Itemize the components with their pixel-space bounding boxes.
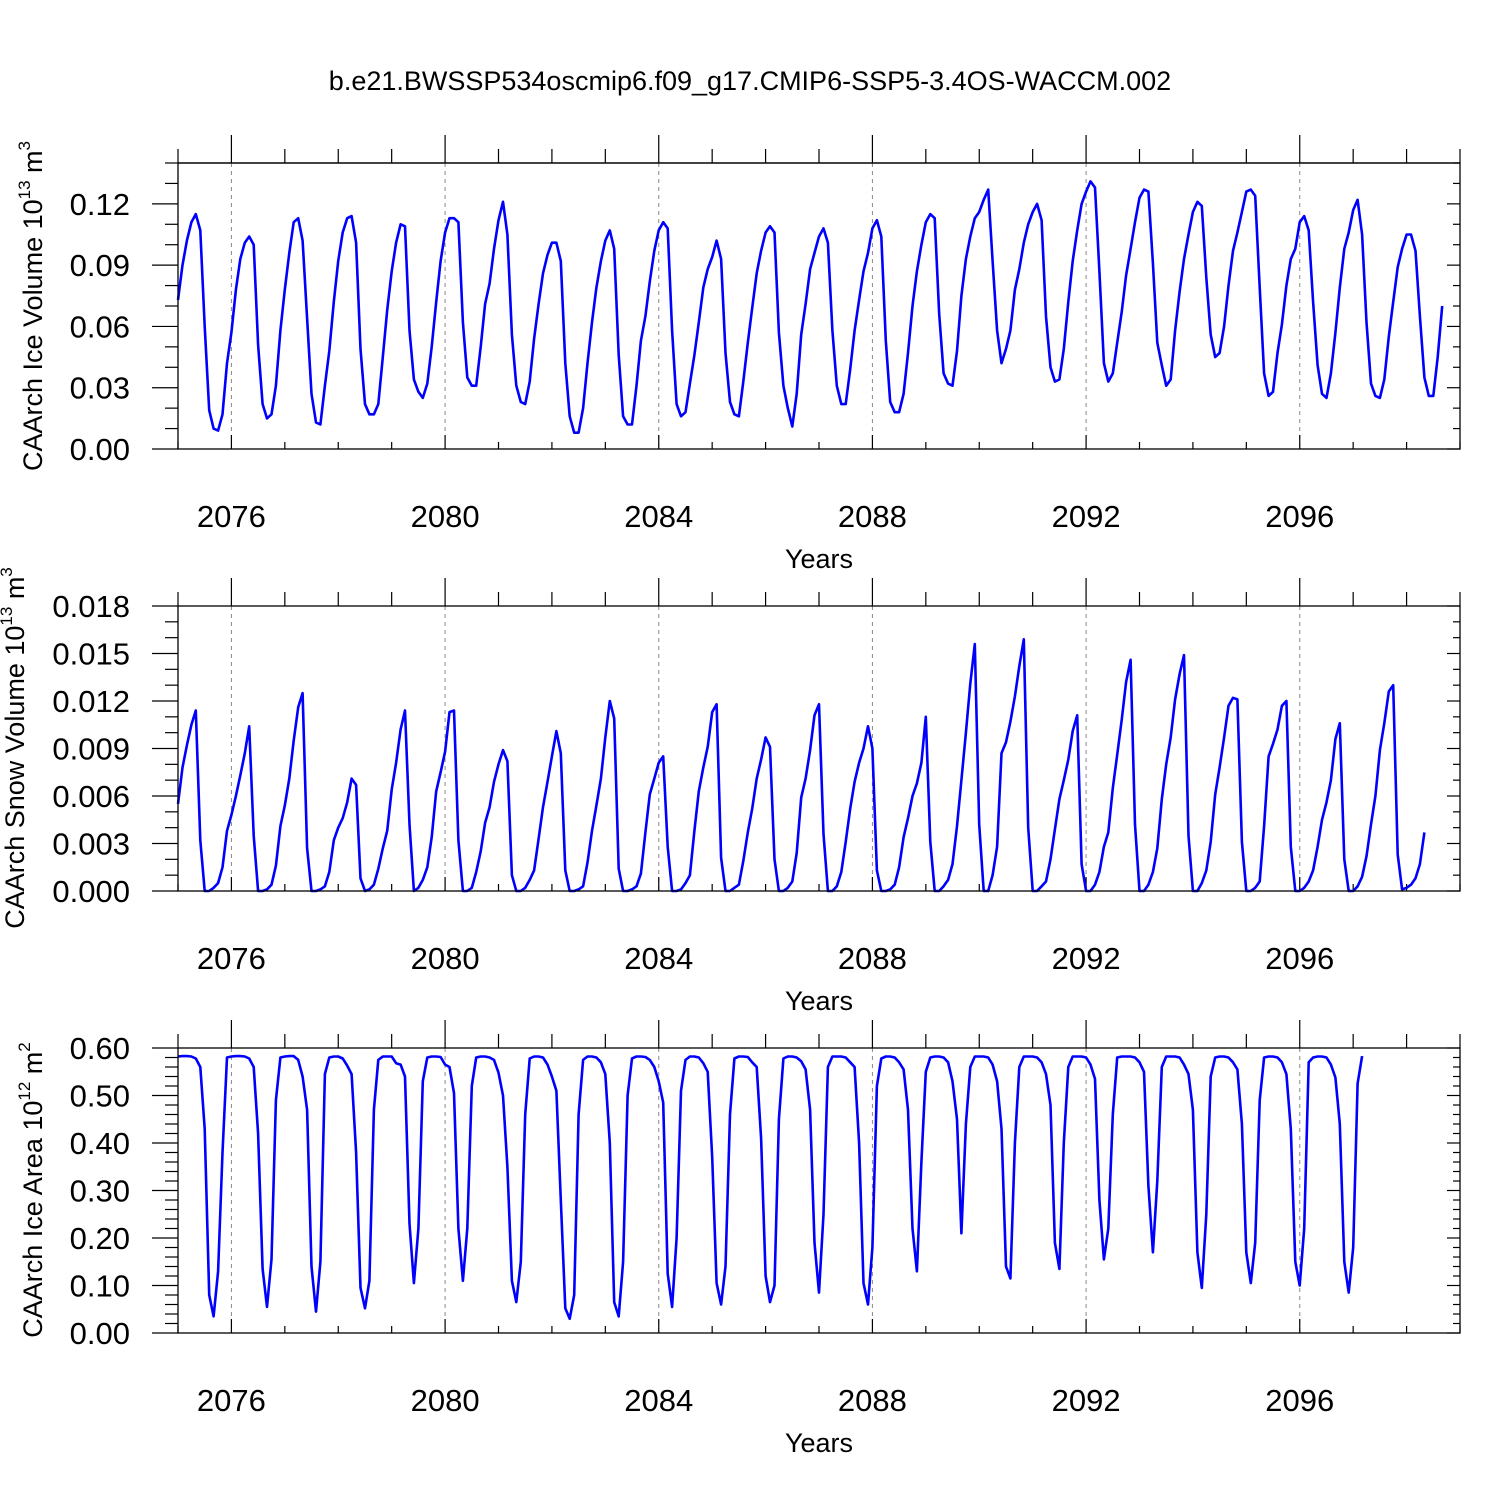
y-tick-label: 0.00 bbox=[70, 1316, 130, 1351]
panel-1-ticks bbox=[152, 135, 1461, 450]
panel-1-x-tick-labels: 2076 2080 2084 2088 2092 2096 bbox=[197, 499, 1334, 534]
y-tick-label: 0.09 bbox=[70, 248, 130, 283]
panel-1-gridlines bbox=[230, 163, 1301, 449]
panel-3-gridlines bbox=[230, 1048, 1301, 1333]
x-tick-label: 2096 bbox=[1265, 499, 1334, 534]
panel-2-y-label-text: CAArch Snow Volume 10 bbox=[0, 626, 30, 929]
panel-3-x-axis-label: Years bbox=[785, 1428, 853, 1458]
x-tick-label: 2096 bbox=[1265, 941, 1334, 976]
x-tick-label: 2076 bbox=[197, 1383, 266, 1418]
x-tick-label: 2092 bbox=[1052, 499, 1121, 534]
panel-3-y-tick-labels: 0.00 0.10 0.20 0.30 0.40 0.50 0.60 bbox=[70, 1031, 130, 1351]
panel-2-x-tick-labels: 2076 2080 2084 2088 2092 2096 bbox=[197, 941, 1334, 976]
y-tick-label: 0.60 bbox=[70, 1031, 130, 1066]
panel-2-gridlines bbox=[230, 606, 1301, 891]
y-tick-label: 0.003 bbox=[52, 827, 130, 862]
panel-3-y-label-unit-exponent: 2 bbox=[15, 1042, 34, 1051]
x-tick-label: 2096 bbox=[1265, 1383, 1334, 1418]
x-tick-label: 2084 bbox=[624, 1383, 693, 1418]
ice-area-series-line bbox=[177, 1054, 1364, 1321]
y-tick-label: 0.12 bbox=[70, 187, 130, 222]
y-tick-label: 0.40 bbox=[70, 1126, 130, 1161]
panel-2-y-label-exponent: 13 bbox=[0, 607, 16, 626]
y-tick-label: 0.50 bbox=[70, 1079, 130, 1114]
panel-1-y-label-unit: m bbox=[18, 150, 48, 180]
panel-snow-volume: 0.000 0.003 0.006 0.009 0.012 0.015 0.018 2076… bbox=[0, 567, 1461, 1016]
panel-3-y-label-text: CAArch Ice Area 10 bbox=[18, 1101, 48, 1338]
x-tick-label: 2092 bbox=[1052, 1383, 1121, 1418]
panel-2-y-label-unit-exponent: 3 bbox=[0, 567, 16, 576]
y-tick-label: 0.006 bbox=[52, 779, 130, 814]
panel-3-y-label-exponent: 12 bbox=[15, 1082, 34, 1101]
panel-3-x-tick-labels: 2076 2080 2084 2088 2092 2096 bbox=[197, 1383, 1334, 1418]
x-tick-label: 2088 bbox=[838, 1383, 907, 1418]
y-tick-label: 0.06 bbox=[70, 309, 130, 344]
x-tick-label: 2084 bbox=[624, 499, 693, 534]
panel-1-x-axis-label: Years bbox=[785, 544, 853, 574]
y-tick-label: 0.015 bbox=[52, 637, 130, 672]
y-tick-label: 0.012 bbox=[52, 684, 130, 719]
panel-1-plot-frame bbox=[177, 162, 1461, 450]
x-tick-label: 2076 bbox=[197, 499, 266, 534]
panel-3-y-axis-label: CAArch Ice Area 1012 m2 bbox=[15, 1042, 48, 1338]
y-tick-label: 0.000 bbox=[52, 874, 130, 909]
x-tick-label: 2080 bbox=[411, 1383, 480, 1418]
y-tick-label: 0.018 bbox=[52, 589, 130, 624]
figure-title: b.e21.BWSSP534oscmip6.f09_g17.CMIP6-SSP5… bbox=[329, 66, 1171, 96]
panel-ice-volume: 0.00 0.03 0.06 0.09 0.12 2076 2080 2084 2088 209… bbox=[15, 135, 1461, 574]
x-tick-label: 2088 bbox=[838, 499, 907, 534]
panel-3-plot-frame bbox=[177, 1047, 1461, 1334]
ice-volume-series-line bbox=[176, 180, 1444, 434]
x-tick-label: 2080 bbox=[411, 941, 480, 976]
y-tick-label: 0.03 bbox=[70, 371, 130, 406]
y-tick-label: 0.009 bbox=[52, 732, 130, 767]
panel-1-y-label-text: CAArch Ice Volume 10 bbox=[18, 199, 48, 471]
x-tick-label: 2084 bbox=[624, 941, 693, 976]
y-tick-label: 0.10 bbox=[70, 1269, 130, 1304]
x-tick-label: 2076 bbox=[197, 941, 266, 976]
x-tick-label: 2080 bbox=[411, 499, 480, 534]
y-tick-label: 0.20 bbox=[70, 1221, 130, 1256]
snow-volume-series-line bbox=[176, 638, 1426, 893]
panel-2-y-tick-labels: 0.000 0.003 0.006 0.009 0.012 0.015 0.018 bbox=[52, 589, 130, 909]
y-tick-label: 0.00 bbox=[70, 432, 130, 467]
panel-3-y-label-unit: m bbox=[18, 1052, 48, 1082]
x-tick-label: 2092 bbox=[1052, 941, 1121, 976]
panel-2-y-axis-label: CAArch Snow Volume 1013 m3 bbox=[0, 567, 30, 929]
x-tick-label: 2088 bbox=[838, 941, 907, 976]
panel-2-y-label-unit: m bbox=[0, 577, 30, 607]
panel-1-y-tick-labels: 0.00 0.03 0.06 0.09 0.12 bbox=[70, 187, 130, 467]
panel-1-y-axis-label: CAArch Ice Volume 1013 m3 bbox=[15, 141, 48, 471]
panel-2-plot-frame bbox=[177, 605, 1461, 892]
panel-1-y-label-exponent: 13 bbox=[15, 180, 34, 199]
panel-1-y-label-unit-exponent: 3 bbox=[15, 141, 34, 150]
panel-ice-area: 0.00 0.10 0.20 0.30 0.40 0.50 0.60 2076 2080 208… bbox=[15, 1020, 1461, 1458]
y-tick-label: 0.30 bbox=[70, 1174, 130, 1209]
panel-2-x-axis-label: Years bbox=[785, 986, 853, 1016]
